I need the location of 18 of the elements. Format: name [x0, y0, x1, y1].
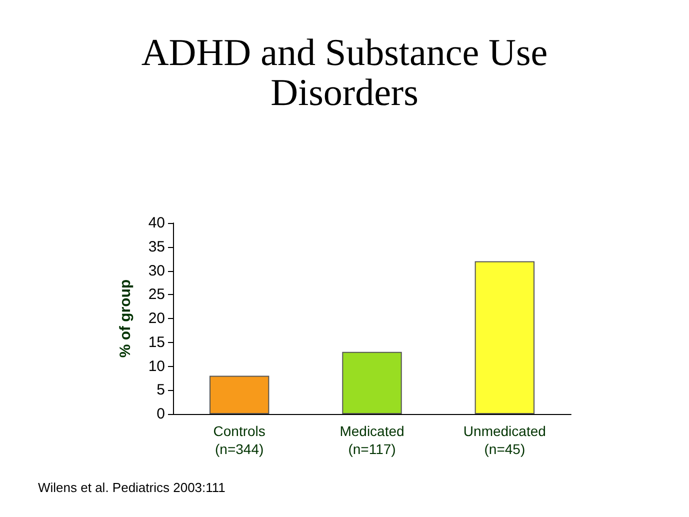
x-tick-label: Controls (n=344) [213, 423, 266, 457]
y-tick-label: 10 [148, 358, 165, 375]
y-tick-label: 15 [148, 334, 165, 351]
bar [474, 261, 535, 414]
y-tick-label: 5 [156, 382, 165, 399]
chart-title: ADHD and Substance Use Disorders [141, 32, 548, 114]
y-tick-label: 20 [148, 310, 165, 327]
y-tick-label: 30 [148, 262, 165, 280]
y-tick-label: 25 [148, 286, 165, 304]
bar [209, 376, 270, 414]
y-tick-label: 40 [148, 214, 165, 232]
bar [342, 352, 402, 414]
y-tick-label: 35 [148, 238, 165, 256]
text: Wilens et al. Pediatrics 2003:111 [38, 480, 226, 495]
y-tick-label: 0 [156, 406, 165, 422]
x-tick-label: Medicated (n=117) [340, 423, 404, 457]
x-tick-label: Unmedicated (n=45) [463, 423, 546, 457]
y-axis-title: % of group [117, 279, 134, 358]
